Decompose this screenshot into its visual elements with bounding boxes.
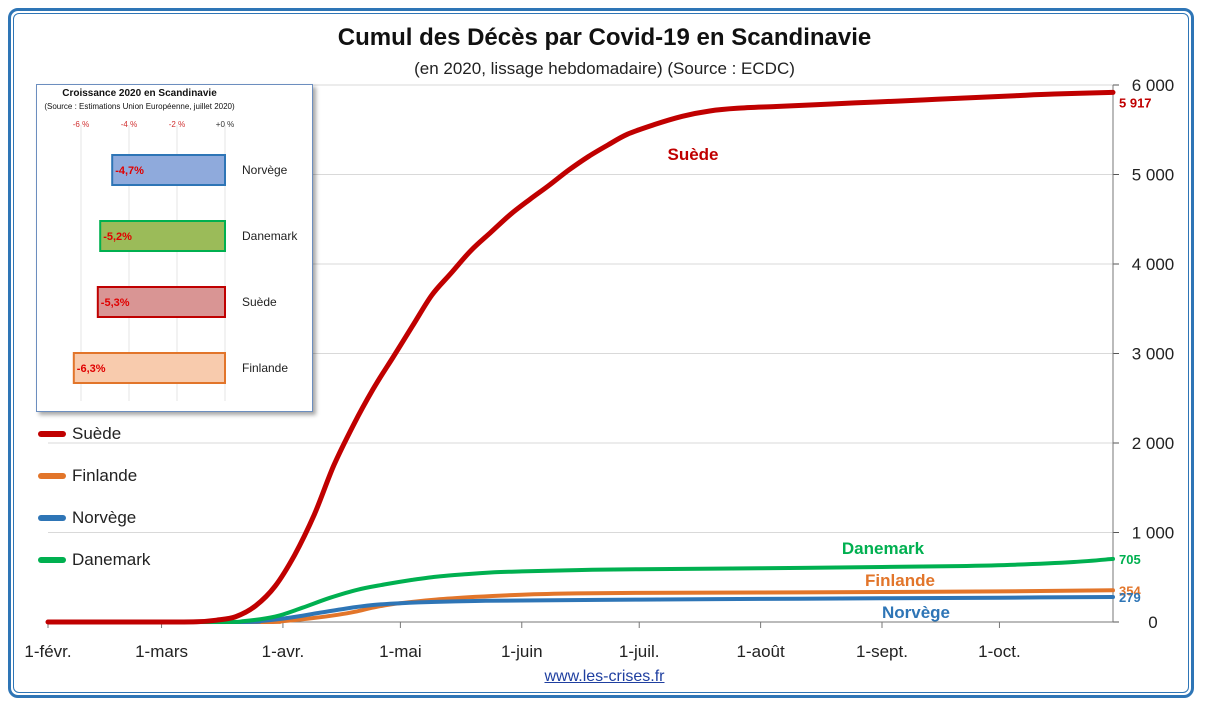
inset-value-label: -5,2% — [103, 231, 132, 243]
legend-swatch — [38, 473, 66, 479]
series-line-Finlande — [46, 588, 1115, 625]
y-tick-label: 2 000 — [1132, 434, 1175, 453]
y-tick-label: 5 000 — [1132, 166, 1175, 185]
x-tick-label: 1-févr. — [24, 642, 71, 661]
y-tick-label: 4 000 — [1132, 255, 1175, 274]
inset-x-tick-label: -2 % — [169, 120, 185, 129]
x-tick-label: 1-mai — [379, 642, 422, 661]
legend-item: Norvège — [38, 506, 238, 530]
y-tick-label: 3 000 — [1132, 345, 1175, 364]
inner-frame — [13, 13, 1189, 693]
x-tick-label: 1-avr. — [262, 642, 305, 661]
series-label: Finlande — [865, 571, 935, 590]
inset-category-label: Finlande — [242, 361, 288, 375]
legend-swatch — [38, 557, 66, 563]
inset-x-tick-label: -4 % — [121, 120, 137, 129]
legend-swatch — [38, 431, 66, 437]
legend-item: Suède — [38, 422, 238, 446]
source-link[interactable]: www.les-crises.fr — [544, 668, 665, 685]
end-value-label: 354 — [1119, 583, 1141, 598]
inset-x-tick-label: +0 % — [216, 120, 234, 129]
series-line-Suède — [45, 89, 1116, 625]
x-tick-label: 1-août — [737, 642, 785, 661]
inset-value-label: -4,7% — [115, 165, 144, 177]
series-label: Danemark — [842, 539, 925, 558]
series-line-Danemark — [46, 556, 1115, 625]
inset-bar-Suède — [96, 286, 226, 318]
inset-x-tick-label: -6 % — [73, 120, 89, 129]
x-tick-label: 1-oct. — [978, 642, 1021, 661]
legend-label: Suède — [72, 424, 122, 443]
x-tick-label: 1-juin — [501, 642, 543, 661]
x-tick-label: 1-mars — [135, 642, 188, 661]
legend-label: Finlande — [72, 466, 138, 485]
growth-inset-chart: Croissance 2020 en Scandinavie (Source :… — [36, 84, 313, 412]
inset-category-label: Norvège — [242, 163, 288, 177]
legend-swatch — [38, 515, 66, 521]
inset-bar-Finlande — [72, 352, 226, 384]
y-tick-label: 0 — [1148, 613, 1157, 632]
inset-bar-Danemark — [99, 220, 227, 252]
series-label: Norvège — [882, 603, 950, 622]
series-label: Suède — [667, 145, 718, 164]
legend-label: Danemark — [72, 550, 151, 569]
inset-subtitle: (Source : Estimations Union Européenne, … — [44, 102, 235, 111]
legend-item: Finlande — [38, 464, 238, 488]
inset-plot: -6 % -4 % -2 % +0 % -4,7% Norvège -5,2% Danemar… — [72, 120, 298, 401]
inset-category-label: Danemark — [242, 229, 298, 243]
series-line-Norvège — [46, 595, 1115, 625]
inset-bar-Norvège — [111, 154, 226, 186]
chart-subtitle: (en 2020, lissage hebdomadaire) (Source … — [414, 59, 795, 78]
inset-value-label: -5,3% — [101, 297, 130, 309]
y-tick-label: 1 000 — [1132, 524, 1175, 543]
chart-title: Cumul des Décès par Covid-19 en Scandina… — [337, 24, 872, 51]
x-tick-label: 1-juil. — [619, 642, 660, 661]
inset-category-label: Suède — [242, 295, 277, 309]
inset-value-label: -6,3% — [77, 363, 106, 375]
legend-label: Norvège — [72, 508, 137, 527]
end-value-label: 279 — [1119, 590, 1141, 605]
x-tick-label: 1-sept. — [856, 642, 908, 661]
end-value-label: 5 917 — [1119, 95, 1152, 110]
end-value-label: 705 — [1119, 552, 1141, 567]
inset-title: Croissance 2020 en Scandinavie — [62, 88, 217, 99]
y-tick-label: 6 000 — [1132, 76, 1175, 95]
legend-item: Danemark — [38, 548, 238, 572]
outer-frame — [8, 8, 1194, 698]
